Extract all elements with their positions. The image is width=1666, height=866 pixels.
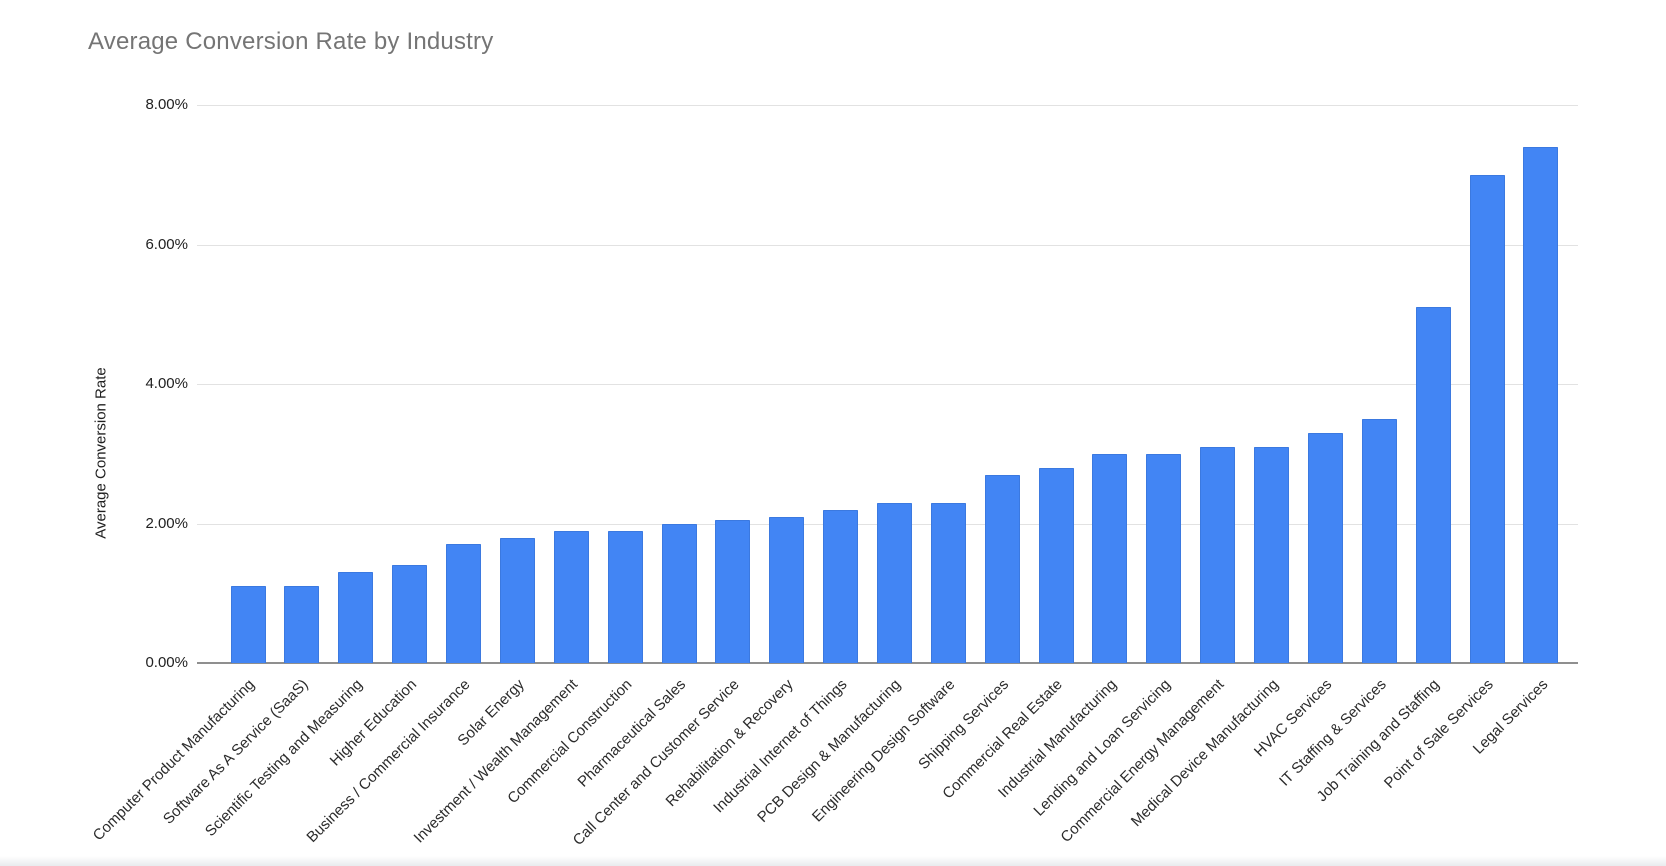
x-axis-line	[197, 662, 1578, 664]
bar	[1200, 446, 1236, 663]
chart-title: Average Conversion Rate by Industry	[88, 28, 494, 55]
bar	[823, 509, 859, 663]
y-tick-label: 2.00%	[145, 514, 188, 532]
bar	[1146, 453, 1182, 664]
bar	[1415, 307, 1451, 663]
bar	[930, 502, 966, 663]
bar	[392, 565, 428, 663]
bar	[1469, 174, 1505, 664]
bar	[715, 520, 751, 663]
y-tick-label: 0.00%	[145, 654, 188, 671]
bar	[1038, 467, 1074, 663]
y-tick-label: 6.00%	[145, 235, 188, 253]
bar	[1307, 432, 1343, 663]
bar	[607, 530, 643, 663]
bar	[338, 572, 374, 663]
y-tick-label: 4.00%	[145, 375, 188, 392]
bar	[984, 474, 1020, 663]
bar	[1523, 146, 1559, 663]
bar	[553, 530, 589, 663]
gridline	[197, 105, 1578, 106]
bar	[499, 537, 535, 663]
bar	[1092, 453, 1128, 664]
gridline	[197, 244, 1578, 246]
bar	[284, 586, 320, 663]
y-tick-label: 8.00%	[145, 96, 188, 113]
bar	[661, 523, 697, 663]
gridline	[197, 384, 1578, 385]
bar	[446, 544, 481, 663]
bar	[769, 516, 805, 663]
bar	[1254, 446, 1289, 663]
bar	[876, 502, 912, 663]
bottom-edge-shadow	[0, 856, 1666, 866]
bar	[1361, 418, 1397, 663]
bar	[230, 586, 266, 663]
